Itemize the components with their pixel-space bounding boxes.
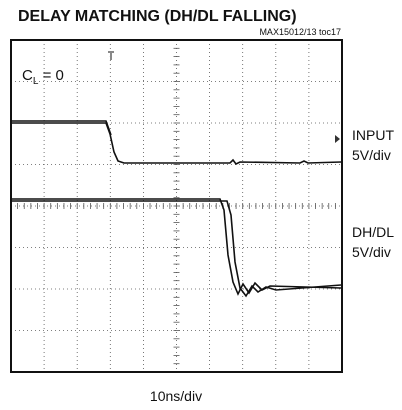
dh-trace [12, 198, 342, 296]
condition-label: CL = 0 [22, 67, 64, 87]
subscript: L [33, 76, 39, 87]
dl-trace [12, 200, 342, 298]
symbol: C [22, 67, 33, 84]
figure-id: MAX15012/13 toc17 [259, 27, 341, 37]
rest: = 0 [38, 67, 63, 84]
channel-scale: 5V/div [352, 147, 391, 163]
screen-frame [10, 39, 343, 373]
input-trace-2 [12, 120, 112, 136]
channel-name: INPUT [352, 127, 394, 143]
channel-name: DH/DL [352, 224, 394, 240]
channel-marker [335, 135, 340, 143]
grid [11, 40, 342, 372]
channel-scale: 5V/div [352, 244, 391, 260]
input-trace [12, 122, 342, 166]
trigger-marker [108, 51, 114, 60]
timebase: 10ns/div [150, 388, 202, 404]
title: DELAY MATCHING (DH/DL FALLING) [18, 8, 297, 25]
